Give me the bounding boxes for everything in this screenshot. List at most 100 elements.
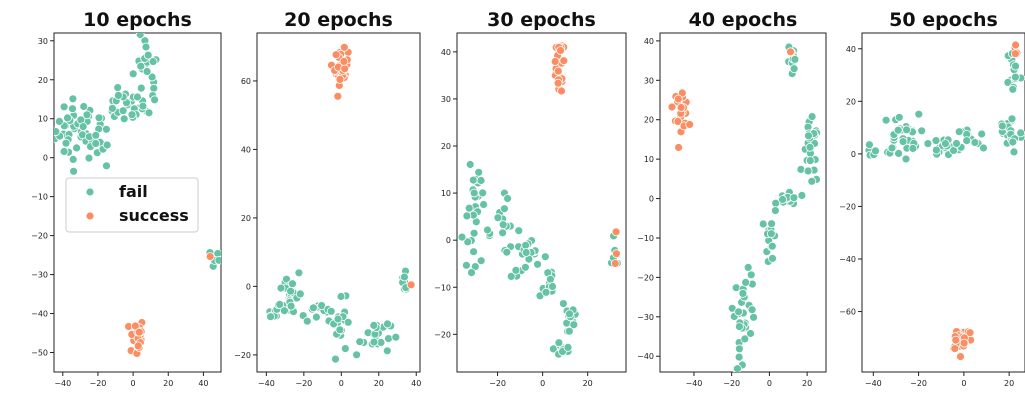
fail-point — [483, 225, 492, 235]
points-3 — [457, 41, 622, 359]
fail-point — [469, 247, 479, 257]
fail-point — [871, 146, 880, 156]
fail-point — [952, 139, 961, 148]
fail-point — [894, 112, 904, 122]
y-tick-label: 10 — [644, 155, 654, 164]
fail-point — [533, 259, 542, 269]
fail-point — [740, 334, 750, 344]
panel-1: 10 epochs −40 −20 0 20 40 −50 −40 −30 −20 −10 0 10 20… — [31, 9, 222, 388]
fail-point — [294, 268, 304, 278]
fail-point — [546, 274, 555, 284]
fail-point — [478, 188, 488, 198]
fail-point — [563, 342, 573, 352]
fail-point — [141, 42, 151, 52]
fail-point — [138, 101, 148, 111]
x-tick-label: −40 — [686, 379, 703, 388]
x-tick-label: −20 — [90, 379, 107, 388]
fail-point — [746, 270, 756, 280]
fail-point — [84, 153, 94, 163]
success-point — [134, 327, 144, 337]
success-point — [130, 321, 140, 331]
fail-point — [479, 200, 489, 209]
success-point — [550, 57, 560, 66]
success-point — [559, 56, 569, 66]
success-point — [553, 78, 563, 88]
legend-box — [65, 177, 199, 233]
success-point — [951, 335, 961, 345]
x-tick-label: −20 — [489, 379, 506, 388]
fail-point — [962, 136, 972, 146]
fail-point — [893, 125, 903, 135]
success-point — [1011, 49, 1020, 59]
success-point — [133, 341, 143, 351]
fail-point — [143, 50, 153, 60]
y-tick-label: −20 — [839, 202, 856, 211]
fail-point — [465, 160, 475, 169]
fail-point — [467, 268, 476, 278]
fail-point — [102, 124, 111, 134]
fail-point — [102, 161, 111, 171]
fail-point — [498, 220, 508, 230]
fail-point — [355, 337, 365, 347]
fail-point — [881, 115, 891, 125]
fail-point — [59, 147, 69, 156]
fail-point — [805, 156, 815, 166]
x-tick-label: 0 — [131, 379, 136, 388]
y-tick-label: 0 — [43, 154, 48, 163]
y-tick-label: −10 — [434, 283, 451, 292]
x-tick-label: −20 — [723, 379, 740, 388]
fail-point — [796, 164, 806, 174]
fail-point — [749, 312, 758, 322]
legend-marker-success — [85, 211, 95, 221]
fail-point — [282, 274, 291, 284]
fail-point — [807, 112, 817, 121]
fail-point — [474, 167, 484, 177]
success-point — [1011, 40, 1020, 50]
fail-point — [54, 127, 61, 136]
fail-point — [326, 306, 336, 316]
x-tick-label: 20 — [802, 379, 812, 388]
fail-point — [302, 316, 312, 326]
x-tick-label: −20 — [295, 379, 312, 388]
fail-point — [136, 61, 146, 71]
y-tick-label: −50 — [31, 349, 48, 358]
success-point — [205, 252, 215, 262]
y-tick-label: −30 — [31, 271, 48, 280]
success-point — [950, 344, 960, 354]
fail-point — [977, 129, 987, 139]
fail-point — [797, 190, 807, 200]
fail-point — [144, 108, 154, 118]
y-tick-label: −10 — [637, 234, 654, 243]
fail-point — [286, 286, 296, 296]
fail-point — [132, 92, 142, 102]
fail-point — [735, 322, 744, 332]
success-point — [674, 143, 683, 152]
fail-point — [464, 203, 474, 213]
fail-point — [331, 354, 340, 364]
fail-point — [789, 64, 799, 74]
panel-title: 30 epochs — [487, 9, 596, 31]
fail-point — [564, 326, 574, 336]
fail-point — [59, 102, 69, 112]
fail-point — [979, 143, 988, 153]
fail-point — [541, 287, 551, 297]
fail-point — [68, 154, 78, 164]
y-tick-label: 0 — [246, 282, 251, 291]
fail-point — [468, 175, 478, 185]
fail-point — [521, 240, 530, 250]
fail-point — [91, 139, 101, 148]
y-tick-label: 40 — [846, 45, 856, 54]
fail-point — [805, 142, 815, 152]
fail-point — [391, 332, 401, 342]
fail-point — [735, 344, 744, 354]
y-tick-label: 0 — [851, 150, 856, 159]
fail-point — [91, 130, 101, 140]
y-tick-label: 40 — [441, 48, 451, 57]
fail-point — [789, 193, 799, 203]
fail-point — [333, 314, 343, 324]
y-tick-label: 20 — [38, 76, 48, 85]
y-tick-label: −20 — [434, 330, 451, 339]
fail-point — [499, 204, 509, 214]
panel-title: 50 epochs — [889, 9, 998, 31]
